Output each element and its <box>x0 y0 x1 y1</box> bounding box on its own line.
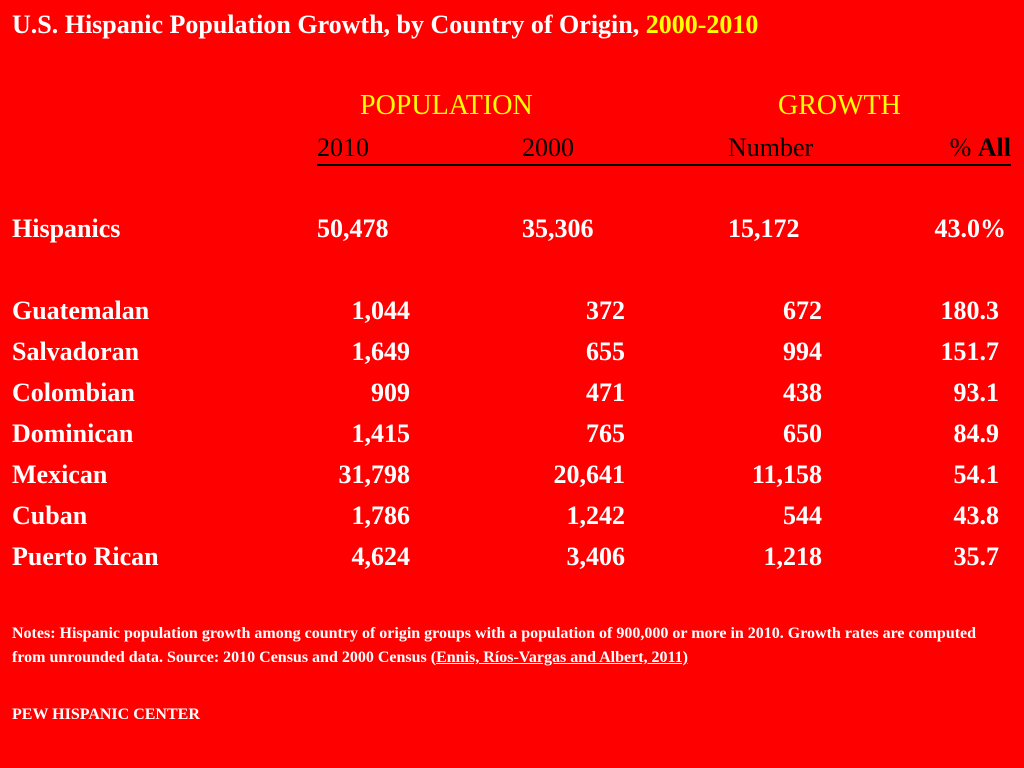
notes-body: Notes: Hispanic population growth among … <box>12 625 977 666</box>
row-growth-pct: 180.3 <box>940 296 1000 325</box>
row-pop-2010: 4,624 <box>351 542 411 571</box>
row-pop-2000: 765 <box>586 419 625 448</box>
row-pop-2000: 1,242 <box>566 501 626 530</box>
population-header: POPULATION <box>360 90 533 121</box>
growth-header: GROWTH <box>778 90 901 121</box>
table-row: Mexican 31,798 20,641 11,158 54.1 <box>0 460 1024 496</box>
source-link[interactable]: Ennis, Ríos-Vargas and Albert, 2011) <box>436 649 688 666</box>
row-pop-2000: 20,641 <box>553 460 626 489</box>
row-pop-2000: 471 <box>586 378 625 407</box>
row-label: Salvadoran <box>12 337 140 366</box>
title-text: U.S. Hispanic Population Growth, by Coun… <box>12 10 646 39</box>
row-pop-2010: 31,798 <box>338 460 411 489</box>
row-growth-pct: 93.1 <box>953 378 1000 407</box>
row-growth-pct: 151.7 <box>940 337 1000 366</box>
row-growth-pct: 43.0% <box>934 214 1007 243</box>
percent-all: All <box>977 133 1011 162</box>
row-growth-number: 672 <box>783 296 822 325</box>
source-credit: PEW HISPANIC CENTER <box>12 706 200 723</box>
row-growth-number: 544 <box>783 501 822 530</box>
row-pop-2010: 1,649 <box>351 337 411 366</box>
column-header-2010: 2010 <box>317 133 369 162</box>
row-pop-2000: 655 <box>586 337 625 366</box>
row-growth-number: 650 <box>783 419 822 448</box>
row-pop-2010: 1,415 <box>351 419 411 448</box>
row-pop-2000: 372 <box>586 296 625 325</box>
table-row: Cuban 1,786 1,242 544 43.8 <box>0 501 1024 537</box>
row-label: Puerto Rican <box>12 542 159 571</box>
column-header-number: Number <box>728 133 814 162</box>
row-pop-2010: 1,786 <box>351 501 411 530</box>
row-pop-2000: 35,306 <box>522 214 594 243</box>
row-pop-2000: 3,406 <box>566 542 626 571</box>
row-pop-2010: 909 <box>371 378 410 407</box>
row-pop-2010: 50,478 <box>317 214 389 243</box>
header-underline <box>317 164 1011 166</box>
row-pop-2010: 1,044 <box>351 296 411 325</box>
table-row: Puerto Rican 4,624 3,406 1,218 35.7 <box>0 542 1024 578</box>
slide-title: U.S. Hispanic Population Growth, by Coun… <box>12 10 758 40</box>
column-header-2000: 2000 <box>522 133 574 162</box>
title-years: 2000-2010 <box>645 10 759 39</box>
row-growth-number: 11,158 <box>751 460 822 489</box>
table-row: Guatemalan 1,044 372 672 180.3 <box>0 296 1024 332</box>
row-growth-number: 15,172 <box>728 214 800 243</box>
row-growth-pct: 84.9 <box>953 419 1000 448</box>
column-header-percent: % All <box>950 133 1011 163</box>
row-label: Mexican <box>12 460 108 489</box>
table-row: Colombian 909 471 438 93.1 <box>0 378 1024 414</box>
row-label: Colombian <box>12 378 135 407</box>
row-growth-number: 994 <box>783 337 822 366</box>
row-growth-pct: 35.7 <box>953 542 1000 571</box>
notes-text: Notes: Hispanic population growth among … <box>12 622 1002 670</box>
row-label: Guatemalan <box>12 296 150 325</box>
row-growth-pct: 54.1 <box>953 460 1000 489</box>
row-growth-number: 1,218 <box>763 542 823 571</box>
total-row: Hispanics 50,478 35,306 15,172 43.0% <box>0 214 1024 250</box>
table-row: Dominican 1,415 765 650 84.9 <box>0 419 1024 455</box>
row-growth-number: 438 <box>783 378 822 407</box>
row-growth-pct: 43.8 <box>953 501 1000 530</box>
row-label: Hispanics <box>12 214 121 243</box>
percent-symbol: % <box>949 133 978 162</box>
row-label: Dominican <box>12 419 134 448</box>
table-row: Salvadoran 1,649 655 994 151.7 <box>0 337 1024 373</box>
row-label: Cuban <box>12 501 88 530</box>
